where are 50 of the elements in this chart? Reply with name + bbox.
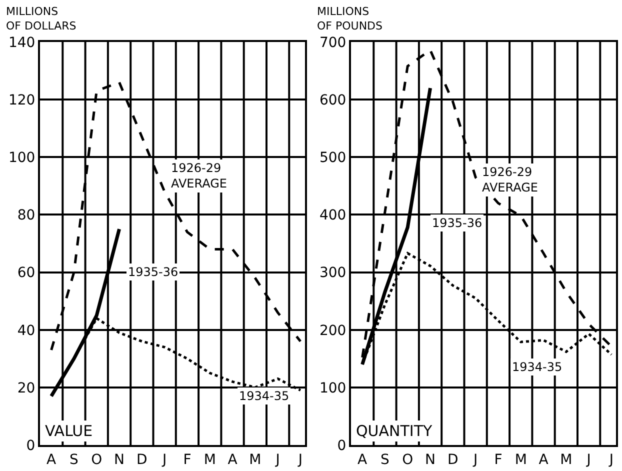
y-tick-label: 600 — [319, 92, 346, 108]
series-label: 1935-36 — [128, 265, 178, 279]
annotation: QUANTITY — [356, 422, 434, 440]
y-tick-label: 40 — [17, 322, 36, 339]
x-tick-label: J — [472, 452, 478, 468]
x-tick-label: J — [162, 452, 167, 468]
x-tick-label: F — [183, 452, 192, 468]
x-tick-label: J — [586, 452, 591, 468]
y-tick-label: 120 — [8, 92, 36, 108]
annotation: VALUE — [45, 422, 93, 440]
x-tick-label: M — [249, 452, 262, 468]
x-tick-label: M — [204, 452, 216, 468]
x-tick-label: O — [91, 452, 102, 468]
x-tick-label: A — [358, 452, 368, 468]
y-tick-label: 20 — [17, 380, 36, 396]
series-label: 1926-29 AVERAGE — [482, 165, 538, 195]
x-tick-label: N — [425, 452, 436, 468]
y-tick-label: 80 — [17, 208, 36, 224]
y-tick-label: 200 — [319, 322, 346, 339]
y-tick-label: 400 — [319, 208, 346, 224]
y-tick-label: 300 — [319, 265, 346, 282]
y-tick-label: 500 — [319, 150, 346, 166]
y-tick-label: 100 — [8, 150, 36, 166]
x-tick-label: A — [538, 452, 549, 468]
y-tick-label: 700 — [319, 34, 346, 51]
series-label: 1935-36 — [432, 216, 482, 230]
series-label: 1926-29 AVERAGE — [171, 161, 227, 191]
x-tick-label: J — [608, 452, 614, 468]
y-tick-label: 60 — [17, 265, 36, 282]
x-tick-label: J — [274, 452, 280, 468]
x-tick-label: S — [70, 452, 79, 468]
x-tick-label: D — [136, 452, 148, 468]
y-tick-label: 0 — [337, 438, 346, 454]
x-tick-label: F — [494, 452, 502, 468]
x-tick-label: M — [560, 452, 572, 468]
x-tick-label: M — [514, 452, 527, 468]
x-tick-label: A — [228, 452, 238, 468]
x-tick-label: A — [46, 452, 57, 468]
x-tick-label: S — [380, 452, 390, 468]
x-tick-label: D — [448, 452, 458, 468]
y-tick-label: 100 — [319, 380, 346, 396]
y-axis-title: MILLIONS OF DOLLARS — [6, 5, 76, 32]
series-label: 1934-35 — [239, 389, 290, 403]
series-label: 1934-35 — [512, 360, 562, 374]
y-axis-title: MILLIONS OF POUNDS — [317, 5, 383, 32]
x-tick-label: N — [114, 452, 125, 468]
x-tick-label: J — [297, 452, 303, 468]
y-tick-label: 0 — [26, 438, 36, 454]
x-tick-label: O — [402, 452, 414, 468]
y-tick-label: 140 — [8, 34, 36, 51]
